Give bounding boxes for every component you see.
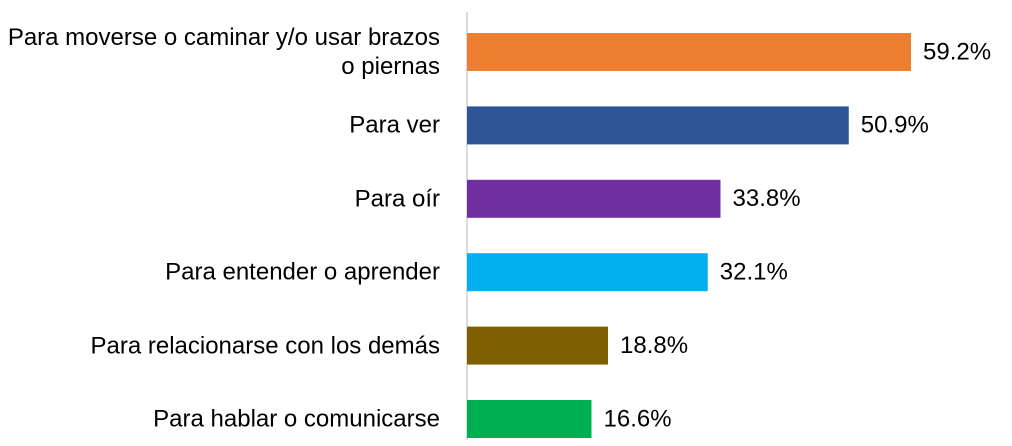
category-label: Para moverse o caminar y/o usar brazos o… — [7, 24, 440, 80]
value-label: 16.6% — [604, 405, 672, 432]
value-label: 50.9% — [861, 112, 929, 139]
category-label: Para hablar o comunicarse — [153, 405, 440, 433]
category-label: Para entender o aprender — [165, 258, 440, 286]
bar — [467, 326, 608, 365]
bar — [467, 106, 849, 145]
category-label: Para ver — [349, 111, 440, 139]
category-label: Para oír — [354, 185, 440, 213]
category-label: Para relacionarse con los demás — [90, 332, 440, 360]
value-label: 18.8% — [620, 332, 688, 359]
value-label: 32.1% — [720, 259, 788, 286]
bar — [467, 179, 721, 218]
bar — [467, 400, 592, 438]
bar — [467, 253, 708, 292]
bar — [467, 33, 911, 71]
value-label: 59.2% — [923, 38, 991, 65]
value-label: 33.8% — [733, 185, 801, 212]
